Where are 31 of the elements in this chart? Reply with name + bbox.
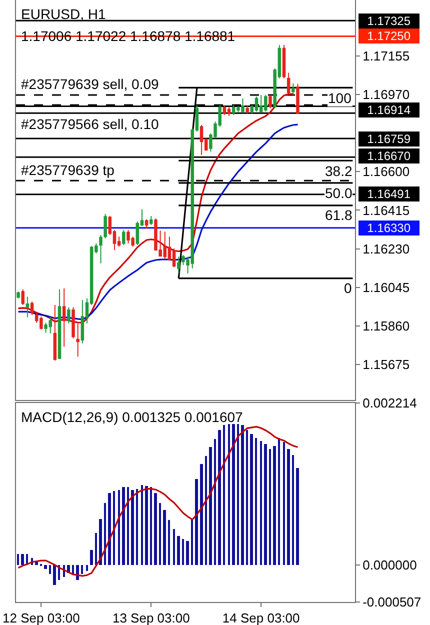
y-tick-label: -0.000507	[362, 594, 422, 610]
ref-line-label: 1.16670	[367, 149, 411, 163]
annotation: #235779639 sell, 0.09	[21, 76, 159, 92]
ref-line-label: 1.16491	[367, 187, 411, 201]
text: MACD(12,26,9) 0.001325 0.001607	[21, 409, 244, 425]
x-tick-label: 13 Sep 03:00	[112, 610, 190, 625]
annotation: 61.8	[325, 207, 352, 223]
annotation: #235779566 sell, 0.10	[21, 116, 159, 132]
y-tick-label: 0.000000	[362, 557, 417, 572]
annotation: 100	[328, 90, 352, 106]
ref-line-label: 1.17250	[367, 29, 411, 43]
text: EURUSD, H1	[21, 6, 106, 22]
y-tick-label: 1.16045	[362, 280, 410, 295]
x-tick-label: 12 Sep 03:00	[2, 610, 80, 625]
y-tick-label: 1.15675	[362, 356, 410, 372]
annotation: 0	[344, 280, 352, 296]
y-tick-label: 1.17155	[362, 48, 410, 64]
y-tick-label: 1.16600	[362, 164, 410, 180]
y-tick-label: 1.16415	[362, 202, 410, 218]
ref-line-label: 1.17325	[367, 14, 411, 28]
x-tick-label: 14 Sep 03:00	[222, 610, 300, 625]
ref-line-label: 1.16914	[367, 103, 411, 117]
ref-line-label: 1.16759	[367, 132, 411, 146]
y-tick-label: 1.16230	[362, 241, 410, 256]
annotation: #235779639 tp	[21, 162, 115, 178]
annotation: 38.2	[325, 163, 352, 179]
annotation: 50.0	[325, 185, 352, 201]
ref-line-label: 1.16330	[367, 221, 411, 235]
y-tick-label: 1.15860	[362, 318, 410, 334]
y-tick-label: 1.16970	[362, 87, 410, 102]
y-tick-label: 0.002214	[362, 396, 417, 411]
